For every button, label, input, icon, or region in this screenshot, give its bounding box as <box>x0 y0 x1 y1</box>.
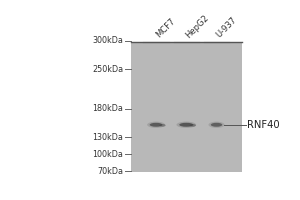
Polygon shape <box>130 42 242 172</box>
Ellipse shape <box>150 123 163 127</box>
Text: MCF7: MCF7 <box>154 17 177 40</box>
Ellipse shape <box>190 124 196 127</box>
Ellipse shape <box>159 124 166 127</box>
Text: 180kDa: 180kDa <box>93 104 124 113</box>
Ellipse shape <box>208 122 225 128</box>
Ellipse shape <box>176 122 196 128</box>
Text: HepG2: HepG2 <box>184 13 211 40</box>
Text: RNF40: RNF40 <box>247 120 279 130</box>
Text: 130kDa: 130kDa <box>93 133 124 142</box>
Ellipse shape <box>147 122 165 128</box>
Text: 70kDa: 70kDa <box>98 167 124 176</box>
Text: 250kDa: 250kDa <box>92 65 124 74</box>
Text: 300kDa: 300kDa <box>93 36 124 45</box>
Text: 100kDa: 100kDa <box>93 150 124 159</box>
Text: U-937: U-937 <box>214 16 238 40</box>
Ellipse shape <box>179 123 193 127</box>
Ellipse shape <box>211 123 222 127</box>
